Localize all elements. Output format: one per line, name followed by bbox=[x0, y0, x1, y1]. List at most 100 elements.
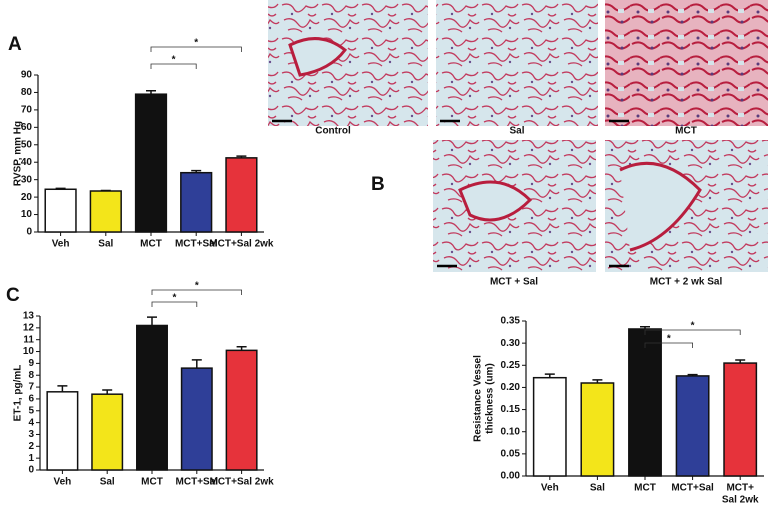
y-tick-label: 50 bbox=[21, 139, 33, 150]
panel-label: A bbox=[8, 34, 22, 55]
image-caption: MCT + Sal bbox=[490, 277, 538, 288]
x-tick-label: Sal bbox=[590, 483, 605, 494]
x-tick-label: Sal 2wk bbox=[722, 495, 759, 506]
y-tick-label: 0 bbox=[26, 227, 32, 238]
y-tick-label: 8 bbox=[28, 370, 34, 381]
y-axis-label: thickness (um) bbox=[485, 363, 496, 434]
y-tick-label: 2 bbox=[28, 441, 34, 452]
x-tick-label: MCT bbox=[634, 483, 656, 494]
significance-bracket bbox=[644, 342, 693, 348]
bar bbox=[180, 171, 213, 233]
bar bbox=[225, 157, 258, 233]
error-bar bbox=[544, 373, 555, 378]
significance-bracket bbox=[151, 301, 198, 307]
y-tick-label: 20 bbox=[21, 192, 33, 203]
y-axis-label: Resistance Vessel bbox=[473, 355, 484, 442]
error-bar bbox=[191, 169, 202, 173]
significance-bracket bbox=[150, 46, 242, 52]
image-caption: Sal bbox=[509, 126, 524, 137]
x-tick-label: MCT+Sal bbox=[176, 477, 219, 488]
significance-label: * bbox=[195, 281, 199, 292]
image-caption: MCT bbox=[675, 126, 697, 137]
y-tick-label: 0.00 bbox=[501, 471, 521, 482]
significance-label: * bbox=[691, 321, 695, 332]
significance-label: * bbox=[194, 38, 198, 49]
y-tick-label: 0.10 bbox=[501, 426, 521, 437]
significance-label: * bbox=[172, 293, 176, 304]
bar bbox=[46, 391, 79, 471]
bar bbox=[44, 188, 77, 233]
y-tick-label: 80 bbox=[21, 87, 33, 98]
y-tick-label: 0.25 bbox=[501, 360, 521, 371]
significance-bracket bbox=[644, 329, 741, 335]
x-tick-label: MCT+Sal bbox=[671, 483, 714, 494]
y-tick-label: 10 bbox=[21, 209, 33, 220]
x-tick-label: Veh bbox=[541, 483, 559, 494]
x-tick-label: Sal bbox=[98, 239, 113, 250]
y-tick-label: 30 bbox=[21, 174, 33, 185]
significance-label: * bbox=[172, 55, 176, 66]
y-tick-label: 60 bbox=[21, 122, 33, 133]
y-tick-label: 0 bbox=[28, 465, 34, 476]
y-axis-label: RVSP, mm Hg bbox=[13, 121, 24, 186]
error-bar bbox=[147, 316, 157, 326]
y-tick-label: 0.15 bbox=[501, 404, 521, 415]
error-bar bbox=[100, 189, 111, 192]
y-tick-label: 6 bbox=[28, 394, 34, 405]
x-tick-label: MCT+Sal 2wk bbox=[209, 477, 274, 488]
bar bbox=[91, 393, 124, 471]
x-tick-label: MCT bbox=[141, 477, 163, 488]
y-tick-label: 70 bbox=[21, 105, 33, 116]
y-tick-label: 40 bbox=[21, 157, 33, 168]
x-tick-label: Veh bbox=[54, 477, 72, 488]
y-tick-label: 7 bbox=[28, 382, 34, 393]
bar bbox=[532, 376, 567, 477]
y-tick-label: 1 bbox=[28, 453, 34, 464]
error-bar bbox=[55, 187, 66, 190]
y-tick-label: 10 bbox=[23, 346, 35, 357]
bar bbox=[723, 362, 758, 477]
y-tick-label: 0.05 bbox=[501, 448, 521, 459]
x-tick-label: Veh bbox=[52, 239, 70, 250]
bar bbox=[675, 375, 710, 477]
bar bbox=[628, 328, 662, 477]
error-bar bbox=[57, 385, 68, 392]
error-bar bbox=[236, 155, 247, 158]
error-bar bbox=[102, 389, 113, 395]
error-bar bbox=[146, 89, 156, 95]
y-tick-label: 5 bbox=[28, 405, 34, 416]
y-tick-label: 11 bbox=[23, 334, 34, 345]
x-tick-label: MCT+Sal 2wk bbox=[209, 239, 274, 250]
bar bbox=[180, 367, 213, 471]
x-tick-label: MCT+ bbox=[726, 483, 754, 494]
scale-bars bbox=[272, 119, 629, 268]
image-mct bbox=[605, 0, 768, 126]
error-bar bbox=[592, 379, 603, 383]
significance-bracket bbox=[151, 289, 242, 295]
bar bbox=[580, 382, 615, 477]
image-caption: Control bbox=[315, 126, 351, 137]
error-bar bbox=[236, 346, 247, 351]
y-tick-label: 12 bbox=[23, 322, 35, 333]
error-bar bbox=[640, 326, 650, 329]
y-tick-label: 0.30 bbox=[501, 338, 521, 349]
y-tick-label: 3 bbox=[28, 429, 34, 440]
y-tick-label: 0.20 bbox=[501, 382, 521, 393]
y-tick-label: 9 bbox=[28, 358, 34, 369]
error-bar bbox=[687, 373, 698, 376]
bar bbox=[134, 93, 168, 233]
panel-label: C bbox=[6, 285, 20, 306]
bar bbox=[136, 324, 168, 471]
image-caption: MCT + 2 wk Sal bbox=[650, 277, 723, 288]
error-bar bbox=[191, 359, 202, 369]
histology-images bbox=[268, 0, 768, 272]
panel-label: B bbox=[371, 174, 385, 195]
significance-label: * bbox=[667, 334, 671, 345]
x-tick-label: Sal bbox=[100, 477, 115, 488]
y-axis-label: ET-1, pg/mL bbox=[13, 365, 24, 422]
bar bbox=[89, 190, 122, 233]
y-tick-label: 13 bbox=[23, 311, 35, 322]
image-sal bbox=[436, 0, 598, 126]
y-tick-label: 4 bbox=[28, 417, 34, 428]
